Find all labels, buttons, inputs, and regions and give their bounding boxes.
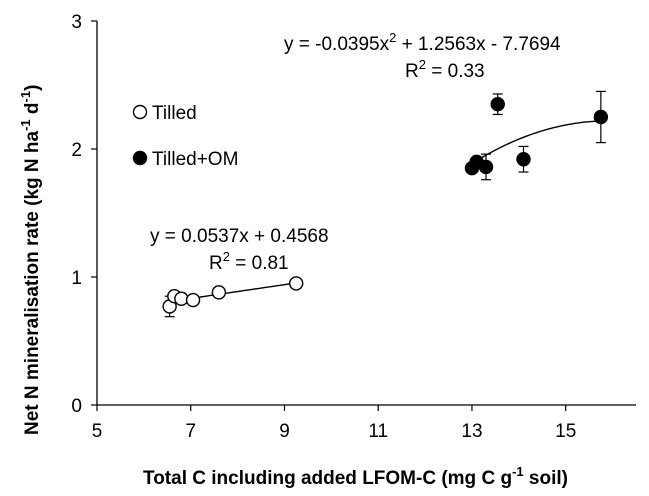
x-tick-label: 15 [555, 421, 576, 442]
point-tilledom [478, 159, 494, 175]
point-tilledom [490, 96, 505, 112]
x-tick-label: 13 [461, 421, 482, 442]
point-tilled [211, 285, 227, 300]
legend-label-tilled: Tilled [152, 103, 197, 124]
point-tilled [174, 291, 189, 306]
y-tick-label: 2 [71, 140, 82, 161]
legend-label-tilledom: Tilled+OM [152, 149, 238, 170]
tilledom-r2: R2 = 0.33 [405, 57, 485, 82]
x-tick-label: 9 [279, 421, 290, 442]
legend-marker-tilledom [132, 150, 148, 166]
legend-marker-tilled [132, 104, 148, 120]
x-tick-label: 7 [185, 421, 196, 442]
axis-ticks: 5 7 9 11 13 15 0 1 2 3 [71, 12, 576, 442]
tilled-r2: R2 = 0.81 [209, 249, 289, 274]
trendline-series-1 [471, 120, 601, 165]
point-tilledom [516, 152, 531, 167]
legend: Tilled Tilled+OM [132, 103, 238, 170]
x-tick-label: 5 [92, 421, 103, 442]
x-axis-title: Total C including added LFOM-C (mg C g-1… [143, 464, 568, 489]
point-tilledom [593, 109, 609, 125]
point-tilled [185, 292, 201, 308]
y-tick-label: 0 [71, 396, 82, 417]
tilledom-equation: y = -0.0395x2 + 1.2563x - 7.7694 [284, 30, 561, 55]
y-axis-title: Net N mineralisation rate (kg N ha-1 d-1… [18, 85, 43, 435]
point-tilled [288, 276, 304, 291]
tilled-equation: y = 0.0537x + 0.4568 [150, 226, 329, 247]
y-tick-label: 1 [71, 268, 82, 289]
x-tick-label: 11 [368, 421, 388, 442]
y-tick-label: 3 [71, 12, 82, 33]
data-points [162, 90, 609, 318]
